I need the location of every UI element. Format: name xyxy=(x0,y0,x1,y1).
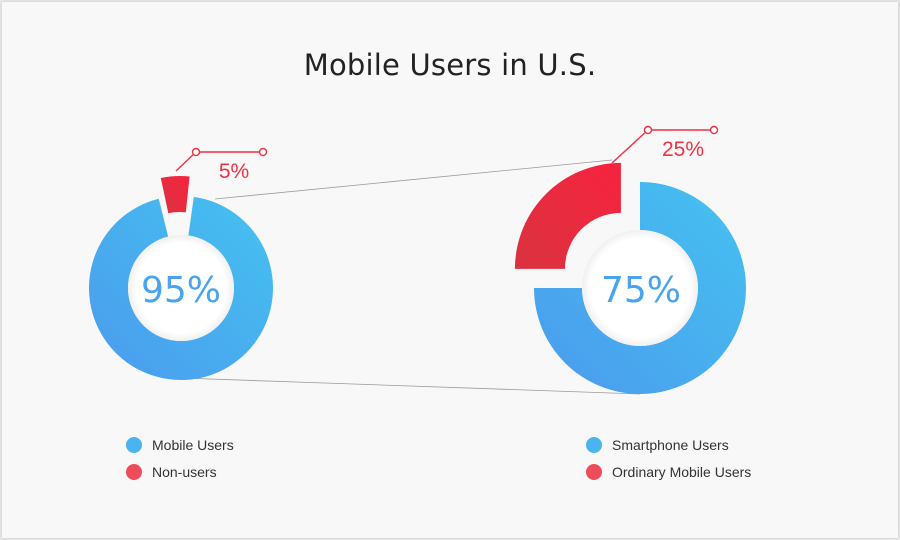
donut1-hole xyxy=(128,235,234,341)
donut2-slice-ordinary-mobile-users xyxy=(514,162,621,269)
donut1-callout: 5% xyxy=(175,147,268,183)
donut1-slice-mobile-users xyxy=(88,196,274,381)
legend-label: Non-users xyxy=(152,463,217,480)
donut2-callout-label: 25% xyxy=(662,138,704,161)
legend-swatch-red xyxy=(126,463,142,480)
donut1-slice-non-users xyxy=(160,176,190,214)
legend-2: Smartphone Users Ordinary Mobile Users xyxy=(586,431,751,485)
legend-item-smartphone-users: Smartphone Users xyxy=(586,431,751,458)
connector-line-top xyxy=(214,159,613,200)
chart-title: Mobile Users in U.S. xyxy=(303,48,597,82)
legend-label: Ordinary Mobile Users xyxy=(612,463,752,480)
legend-item-non-users: Non-users xyxy=(126,458,234,485)
donut2-slice-smartphone-users xyxy=(534,182,746,394)
connector-line-bottom xyxy=(180,377,641,395)
donut2-center-label: 75% xyxy=(601,270,681,311)
donut1-center-label: 95% xyxy=(141,270,221,311)
legend-1: Mobile Users Non-users xyxy=(126,431,234,485)
legend-swatch-blue xyxy=(126,436,142,453)
legend-label: Mobile Users xyxy=(152,436,234,453)
legend-item-ordinary-mobile-users: Ordinary Mobile Users xyxy=(586,458,751,485)
donut2-hole xyxy=(582,230,698,346)
legend-item-mobile-users: Mobile Users xyxy=(126,431,234,458)
legend-label: Smartphone Users xyxy=(612,436,729,453)
donut1-callout-label: 5% xyxy=(219,160,249,183)
legend-swatch-red xyxy=(586,463,602,480)
donut2-callout: 25% xyxy=(611,125,719,164)
legend-swatch-blue xyxy=(586,436,602,453)
